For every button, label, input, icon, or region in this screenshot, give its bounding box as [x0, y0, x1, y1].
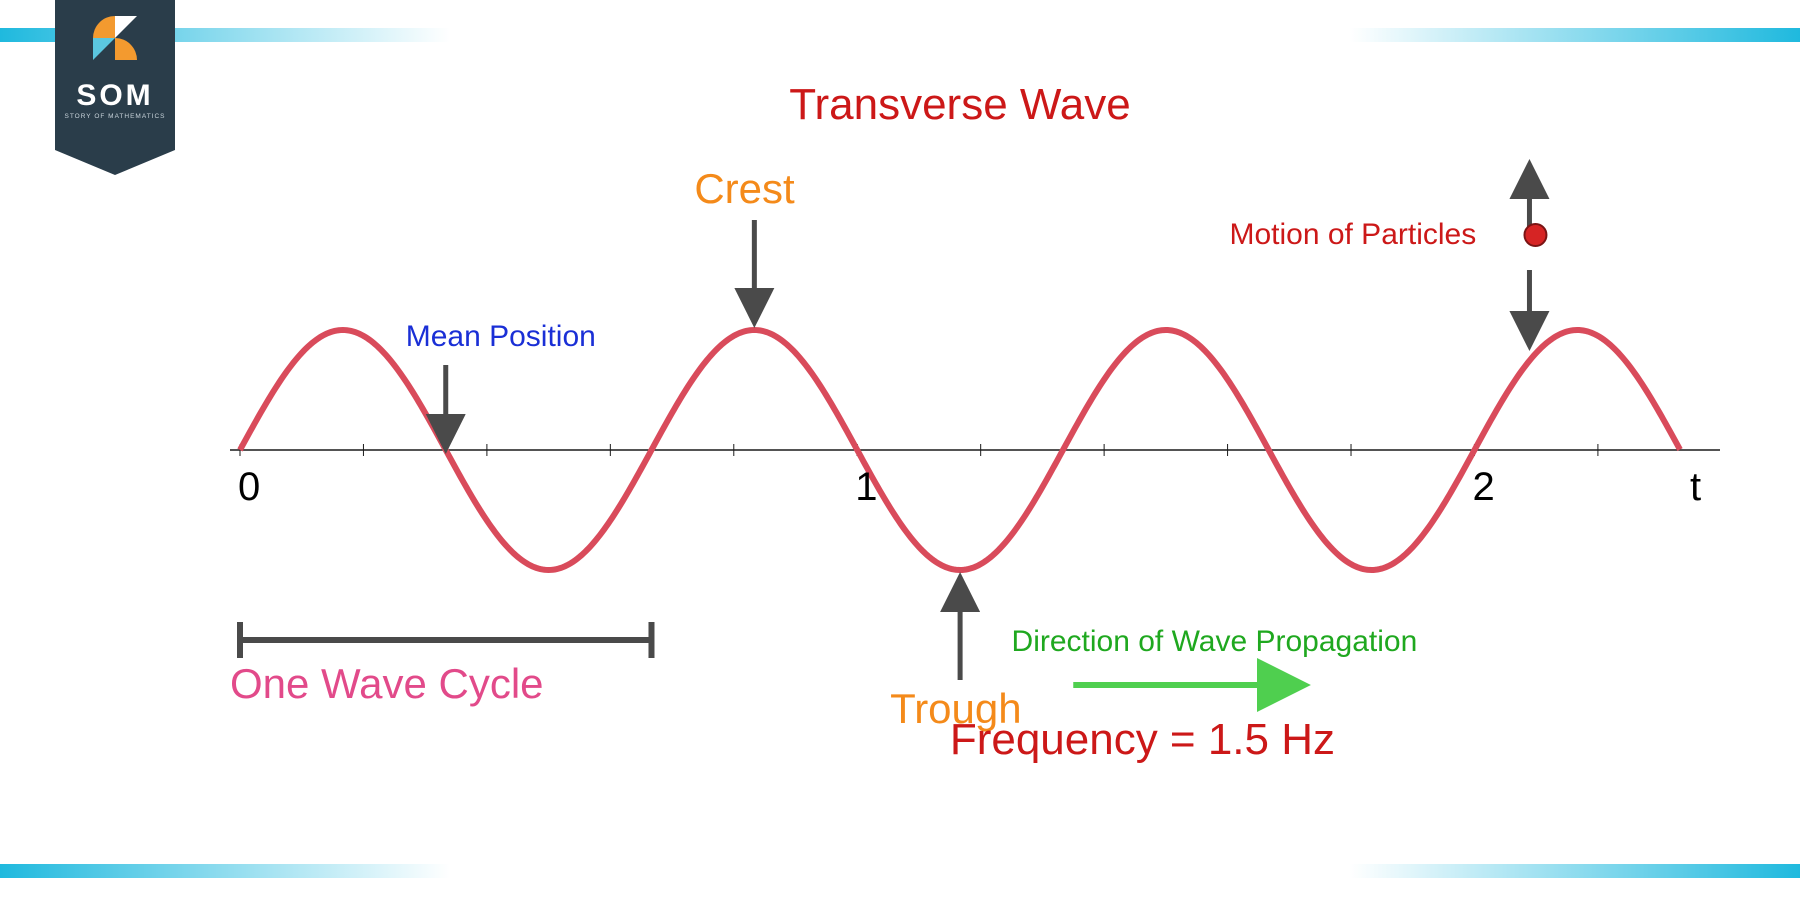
mean-position-label: Mean Position	[406, 320, 596, 354]
logo-tagline-text: STORY OF MATHEMATICS	[64, 113, 165, 120]
particle-dot-icon	[1524, 224, 1546, 246]
svg-text:t: t	[1690, 465, 1701, 509]
one-cycle-label: One Wave Cycle	[230, 660, 544, 708]
diagram-title: Transverse Wave	[180, 80, 1740, 130]
svg-text:1: 1	[855, 465, 877, 509]
frequency-label: Frequency = 1.5 Hz	[950, 715, 1335, 765]
bottom-border-bar	[0, 864, 1800, 878]
logo-brand-text: SOM	[76, 79, 153, 112]
motion-label: Motion of Particles	[1229, 218, 1476, 252]
one-cycle-bracket	[240, 622, 651, 658]
svg-text:0: 0	[238, 465, 260, 509]
som-logo: SOM STORY OF MATHEMATICS	[55, 0, 175, 175]
crest-label: Crest	[694, 165, 794, 213]
top-border-bar	[0, 28, 1800, 42]
propagation-label: Direction of Wave Propagation	[1012, 625, 1418, 659]
particle-motion-indicator	[1524, 175, 1546, 335]
svg-text:2: 2	[1472, 465, 1494, 509]
wave-diagram: 012t Transverse Wave Crest Trough Mean P…	[180, 60, 1740, 840]
